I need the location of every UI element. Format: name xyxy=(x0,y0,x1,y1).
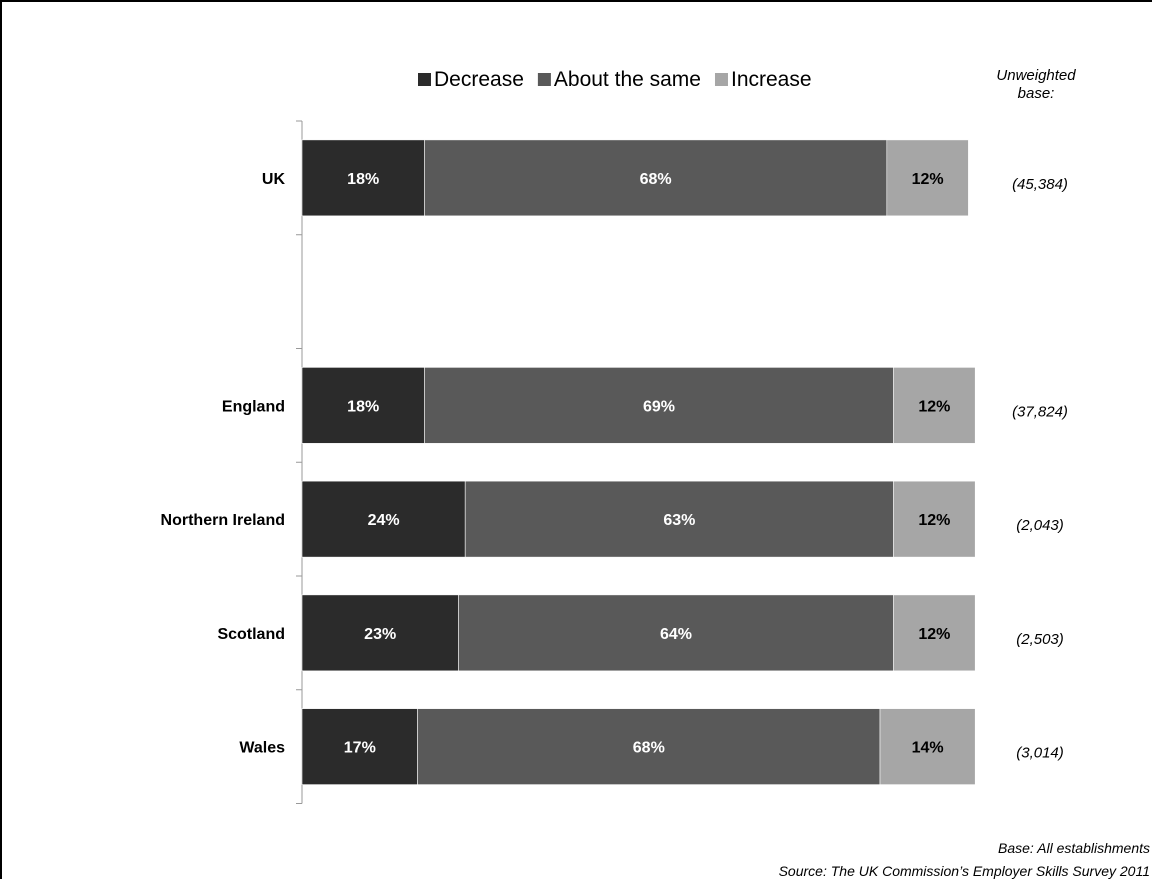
category-label: UK xyxy=(262,171,286,188)
legend-label: Increase xyxy=(731,68,812,91)
bar-segment xyxy=(893,480,976,558)
data-label: 24% xyxy=(368,512,400,529)
category-label: Scotland xyxy=(217,626,285,643)
bar-segment xyxy=(458,594,894,672)
data-label: 14% xyxy=(912,740,944,757)
bar-segment xyxy=(424,367,894,444)
bar-segment xyxy=(464,480,894,558)
base-header-line1: Unweighted xyxy=(996,67,1076,84)
unweighted-base-value: (2,503) xyxy=(1016,631,1064,648)
data-label: 23% xyxy=(364,626,396,643)
category-label: England xyxy=(222,398,285,415)
legend-label: Decrease xyxy=(434,68,524,91)
category-label: Wales xyxy=(239,740,285,757)
bar-segment xyxy=(301,139,425,217)
unweighted-base-value: (2,043) xyxy=(1016,517,1064,534)
legend-swatch xyxy=(537,73,551,86)
data-label: 63% xyxy=(663,512,695,529)
data-label: 12% xyxy=(918,626,950,643)
data-label: 17% xyxy=(344,740,376,757)
legend-swatch xyxy=(714,73,728,86)
bar-segment xyxy=(301,708,418,785)
bar-segment xyxy=(301,367,425,444)
data-label: 68% xyxy=(633,740,665,757)
bar-segment xyxy=(879,708,976,785)
data-label: 18% xyxy=(347,398,379,415)
data-label: 64% xyxy=(660,626,692,643)
legend-swatch xyxy=(418,73,431,86)
bar-segment xyxy=(417,708,881,785)
data-label: 12% xyxy=(918,398,950,415)
data-label: 12% xyxy=(912,171,944,188)
data-label: 68% xyxy=(640,171,672,188)
footnote-base: Base: All establishments xyxy=(998,840,1150,856)
bar-segment xyxy=(893,367,976,444)
bar-segment xyxy=(301,594,459,672)
legend-label: About the same xyxy=(554,68,701,91)
bar-segment xyxy=(424,139,888,217)
category-label: Northern Ireland xyxy=(161,512,285,529)
data-label: 18% xyxy=(347,171,379,188)
bar-segment xyxy=(886,139,969,217)
footnote-source: Source: The UK Commission’s Employer Ski… xyxy=(779,863,1150,879)
bar-segment xyxy=(893,594,976,672)
unweighted-base-value: (3,014) xyxy=(1016,745,1064,762)
data-label: 69% xyxy=(643,398,675,415)
bar-segment xyxy=(301,480,466,558)
base-header-line2: base: xyxy=(1018,85,1055,102)
data-label: 12% xyxy=(918,512,950,529)
unweighted-base-value: (45,384) xyxy=(1012,176,1068,193)
unweighted-base-value: (37,824) xyxy=(1012,403,1068,420)
